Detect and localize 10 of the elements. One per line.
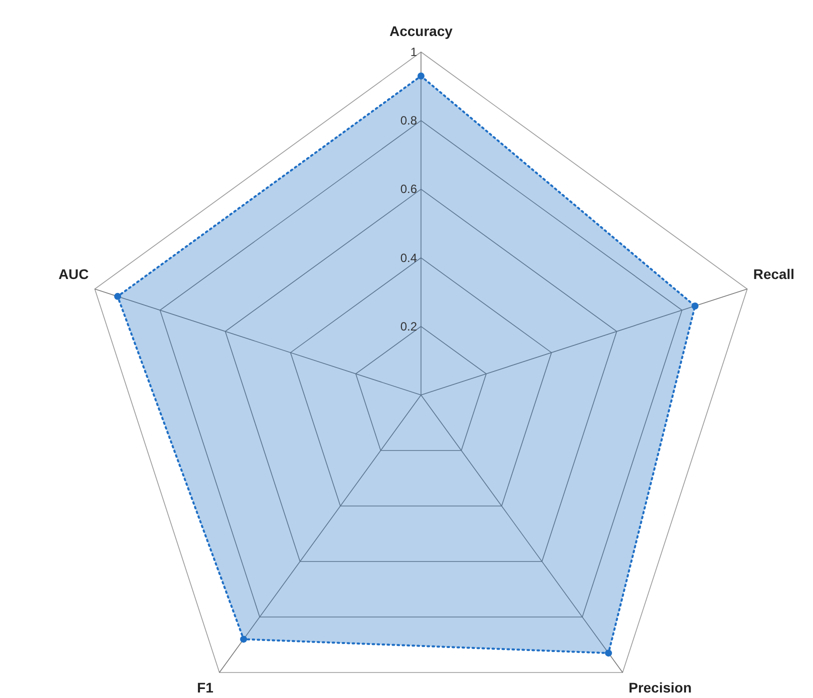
y-tick-label: 0.2: [400, 319, 418, 334]
y-tick-label: 0.4: [400, 250, 418, 265]
y-tick-label: 1: [410, 45, 418, 59]
spoke-label: F1: [197, 679, 214, 696]
spoke-label: Recall: [753, 266, 794, 282]
spoke-label: Precision: [628, 679, 692, 696]
spoke-label: AUC: [58, 266, 89, 282]
y-tick-label: 0.8: [400, 114, 418, 128]
spoke-label: Accuracy: [389, 23, 453, 39]
y-tick-label: 0.6: [400, 182, 418, 196]
